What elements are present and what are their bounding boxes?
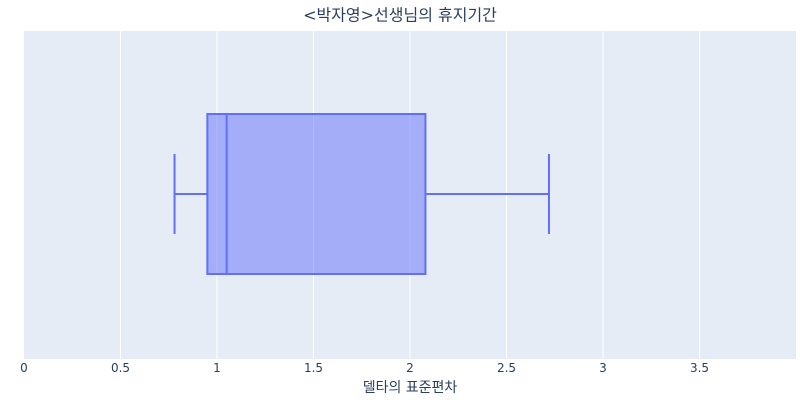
x-tick-label: 3.5 — [690, 361, 709, 375]
x-axis-label: 델타의 표준편차 — [363, 380, 458, 396]
x-tick-label: 3 — [599, 361, 607, 375]
interquartile-box — [206, 113, 427, 275]
x-tick-label: 2.5 — [497, 361, 516, 375]
x-tick-labels: 0 0.5 1 1.5 2 2.5 3 3.5 — [20, 361, 709, 375]
box-plot — [173, 113, 550, 275]
x-tick-label: 2 — [406, 361, 414, 375]
x-tick-label: 1 — [213, 361, 221, 375]
chart-title: <박자영>선생님의 휴지기간 — [303, 6, 497, 25]
x-tick-label: 1.5 — [304, 361, 323, 375]
x-tick-label: 0 — [20, 361, 28, 375]
x-tick-label: 0.5 — [111, 361, 130, 375]
